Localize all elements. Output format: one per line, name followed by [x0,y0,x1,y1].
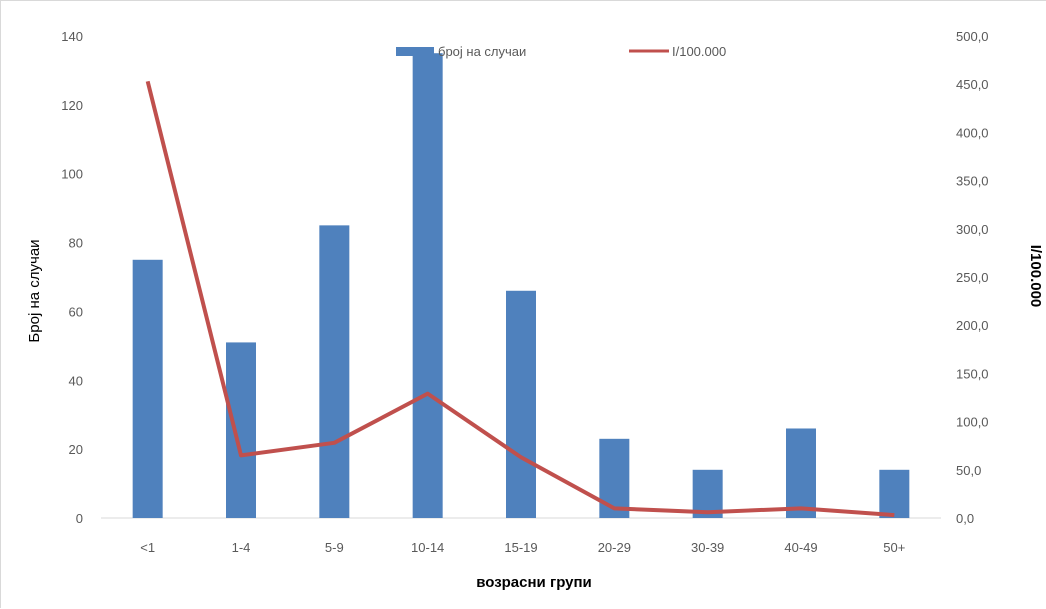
x-tick-label: 50+ [883,540,905,555]
legend: број на случаи I/100.000 [396,44,726,59]
y2-tick-label: 450,0 [956,77,989,92]
legend-bar-label: број на случаи [438,44,526,59]
right-axis-ticks: 0,0 50,0 100,0 150,0 200,0 250,0 300,0 350,0 400… [956,29,989,526]
y2-tick-label: 0,0 [956,511,974,526]
y2-tick-label: 350,0 [956,174,989,189]
legend-line-label: I/100.000 [672,44,726,59]
y2-tick-label: 100,0 [956,415,989,430]
bar [786,428,816,518]
x-tick-label: 30-39 [691,540,724,555]
y2-tick-label: 400,0 [956,125,989,140]
y-tick-label: 0 [76,511,83,526]
bar [226,342,256,518]
x-tick-label: 15-19 [504,540,537,555]
y-tick-label: 40 [69,373,83,388]
y-tick-label: 100 [61,167,83,182]
x-axis-title: возрасни групи [476,574,592,591]
y-tick-label: 140 [61,29,83,44]
y2-tick-label: 300,0 [956,222,989,237]
y-tick-label: 80 [69,236,83,251]
x-tick-label: 40-49 [784,540,817,555]
y2-tick-label: 150,0 [956,366,989,381]
y2-tick-label: 500,0 [956,29,989,44]
bar [413,53,443,518]
bar-series [133,53,910,518]
bar [506,291,536,518]
y2-axis-title: I/100.000 [1027,245,1044,308]
x-tick-label: 20-29 [598,540,631,555]
y2-tick-label: 200,0 [956,318,989,333]
y-tick-label: 20 [69,442,83,457]
bar [133,260,163,518]
y-tick-label: 120 [61,98,83,113]
y2-tick-label: 50,0 [956,463,981,478]
bar [319,225,349,518]
x-tick-label: 5-9 [325,540,344,555]
legend-bar-swatch [396,47,434,56]
x-tick-label: 1-4 [232,540,251,555]
left-axis-ticks: 0 20 40 60 80 100 120 140 [61,29,83,526]
x-tick-label: 10-14 [411,540,444,555]
y-axis-title: Број на случаи [26,239,43,342]
y-tick-label: 60 [69,304,83,319]
x-axis-ticks: <1 1-4 5-9 10-14 15-19 20-29 30-39 40-49 50+ [140,540,905,555]
bar [879,470,909,518]
y2-tick-label: 250,0 [956,270,989,285]
x-tick-label: <1 [140,540,155,555]
